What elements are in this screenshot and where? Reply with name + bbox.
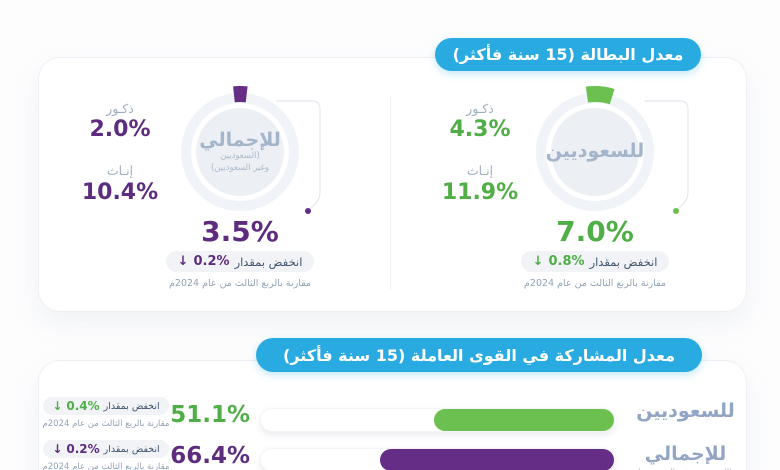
participation-title: معدل المشاركة في القوى العاملة (15 سنة ف… [283, 345, 675, 365]
saudis-males-label: ذكـور [466, 101, 494, 116]
saudis-leader-line [644, 100, 689, 214]
participation-total-label: للإجمالي [644, 443, 727, 465]
participation-saudis-change-row: انخفض بمقدار 0.4% ↓ [40, 397, 172, 415]
participation-total-change-pill: انخفض بمقدار 0.2% ↓ [43, 440, 169, 458]
saudis-donut-label: للسعوديين [545, 140, 645, 163]
total-donut-segment [174, 86, 306, 218]
participation-saudis-change-value: 0.4% [66, 399, 100, 413]
saudis-donut-inner-disc [551, 108, 639, 196]
saudis-females-value: 11.9% [441, 180, 519, 205]
participation-total-change-value: 0.2% [66, 442, 100, 456]
total-donut-center: للإجمالي (السعوديين وغير السعوديين) [180, 77, 300, 227]
unemployment-title-pill: معدل البطالة (15 سنة فأكثر) [435, 38, 701, 71]
participation-saudis-change-prefix: انخفض بمقدار [103, 400, 160, 412]
total-donut-chart [165, 77, 315, 227]
total-donut-sublabel-2: وغير السعوديين) [210, 162, 270, 173]
saudis-change-pill: انخفض بمقدار 0.8% ↓ [520, 251, 670, 272]
saudis-donut-chart [520, 77, 670, 227]
total-females-label: إنـاث [106, 163, 134, 178]
total-leader-line [276, 100, 321, 214]
total-females-value: 10.4% [81, 180, 159, 205]
saudis-donut-center: للسعوديين [535, 77, 655, 227]
total-leader-dot [305, 208, 311, 214]
saudis-compare-note: مقارنة بالربع الثالث من عام 2024م [524, 278, 666, 289]
total-change-pill: انخفض بمقدار 0.2% ↓ [165, 251, 315, 272]
participation-saudis-down-arrow-icon: ↓ [52, 399, 63, 413]
participation-total-value: 66.4% [170, 443, 250, 469]
total-change-row: انخفض بمقدار 0.2% ↓ [115, 251, 365, 272]
participation-total-change-prefix: انخفض بمقدار [103, 443, 160, 455]
unemployment-title: معدل البطالة (15 سنة فأكثر) [452, 45, 684, 64]
total-donut-svg [174, 86, 306, 218]
total-compare-note: مقارنة بالربع الثالث من عام 2024م [169, 278, 311, 289]
saudis-donut-svg [529, 86, 661, 218]
participation-saudis-bar-fill [433, 409, 614, 431]
participation-total-compare-note: مقارنة بالربع الثالث من عام 2024م [42, 462, 170, 470]
participation-total-change-row: انخفض بمقدار 0.2% ↓ [40, 440, 172, 458]
total-donut-label: للإجمالي [199, 128, 281, 151]
saudis-rate-value: 7.0% [556, 215, 634, 248]
saudis-leader-dot [673, 208, 679, 214]
participation-saudis-compare-note: مقارنة بالربع الثالث من عام 2024م [42, 419, 170, 429]
total-rate-value: 3.5% [201, 215, 279, 248]
participation-saudis-bar-track [260, 408, 615, 432]
participation-total-down-arrow-icon: ↓ [52, 442, 63, 456]
saudis-change-prefix: انخفض بمقدار [589, 254, 658, 269]
panel-divider [390, 95, 391, 290]
saudis-donut-segment [529, 86, 661, 218]
total-change-prefix: انخفض بمقدار [234, 254, 303, 269]
total-males-value: 2.0% [89, 117, 151, 142]
participation-total-sublabel: (السعوديين وغير السعوديين) [610, 467, 760, 470]
total-change-value: 0.2% [193, 254, 230, 269]
saudis-change-row: انخفض بمقدار 0.8% ↓ [470, 251, 720, 272]
total-donut-sublabel-1: (السعوديين [220, 151, 260, 162]
saudis-change-value: 0.8% [548, 254, 585, 269]
total-donut-inner-disc [196, 108, 284, 196]
total-males-label: ذكـور [106, 101, 134, 116]
participation-title-pill: معدل المشاركة في القوى العاملة (15 سنة ف… [256, 338, 702, 372]
participation-saudis-change-pill: انخفض بمقدار 0.4% ↓ [43, 397, 169, 415]
participation-total-bar-track [260, 448, 615, 470]
saudis-down-arrow-icon: ↓ [532, 254, 544, 269]
participation-saudis-value: 51.1% [170, 402, 250, 428]
saudis-females-label: إنـاث [466, 163, 494, 178]
saudis-males-value: 4.3% [449, 117, 511, 142]
total-down-arrow-icon: ↓ [177, 254, 189, 269]
participation-saudis-label: للسعوديين [636, 400, 735, 422]
participation-total-bar-fill [379, 449, 614, 470]
